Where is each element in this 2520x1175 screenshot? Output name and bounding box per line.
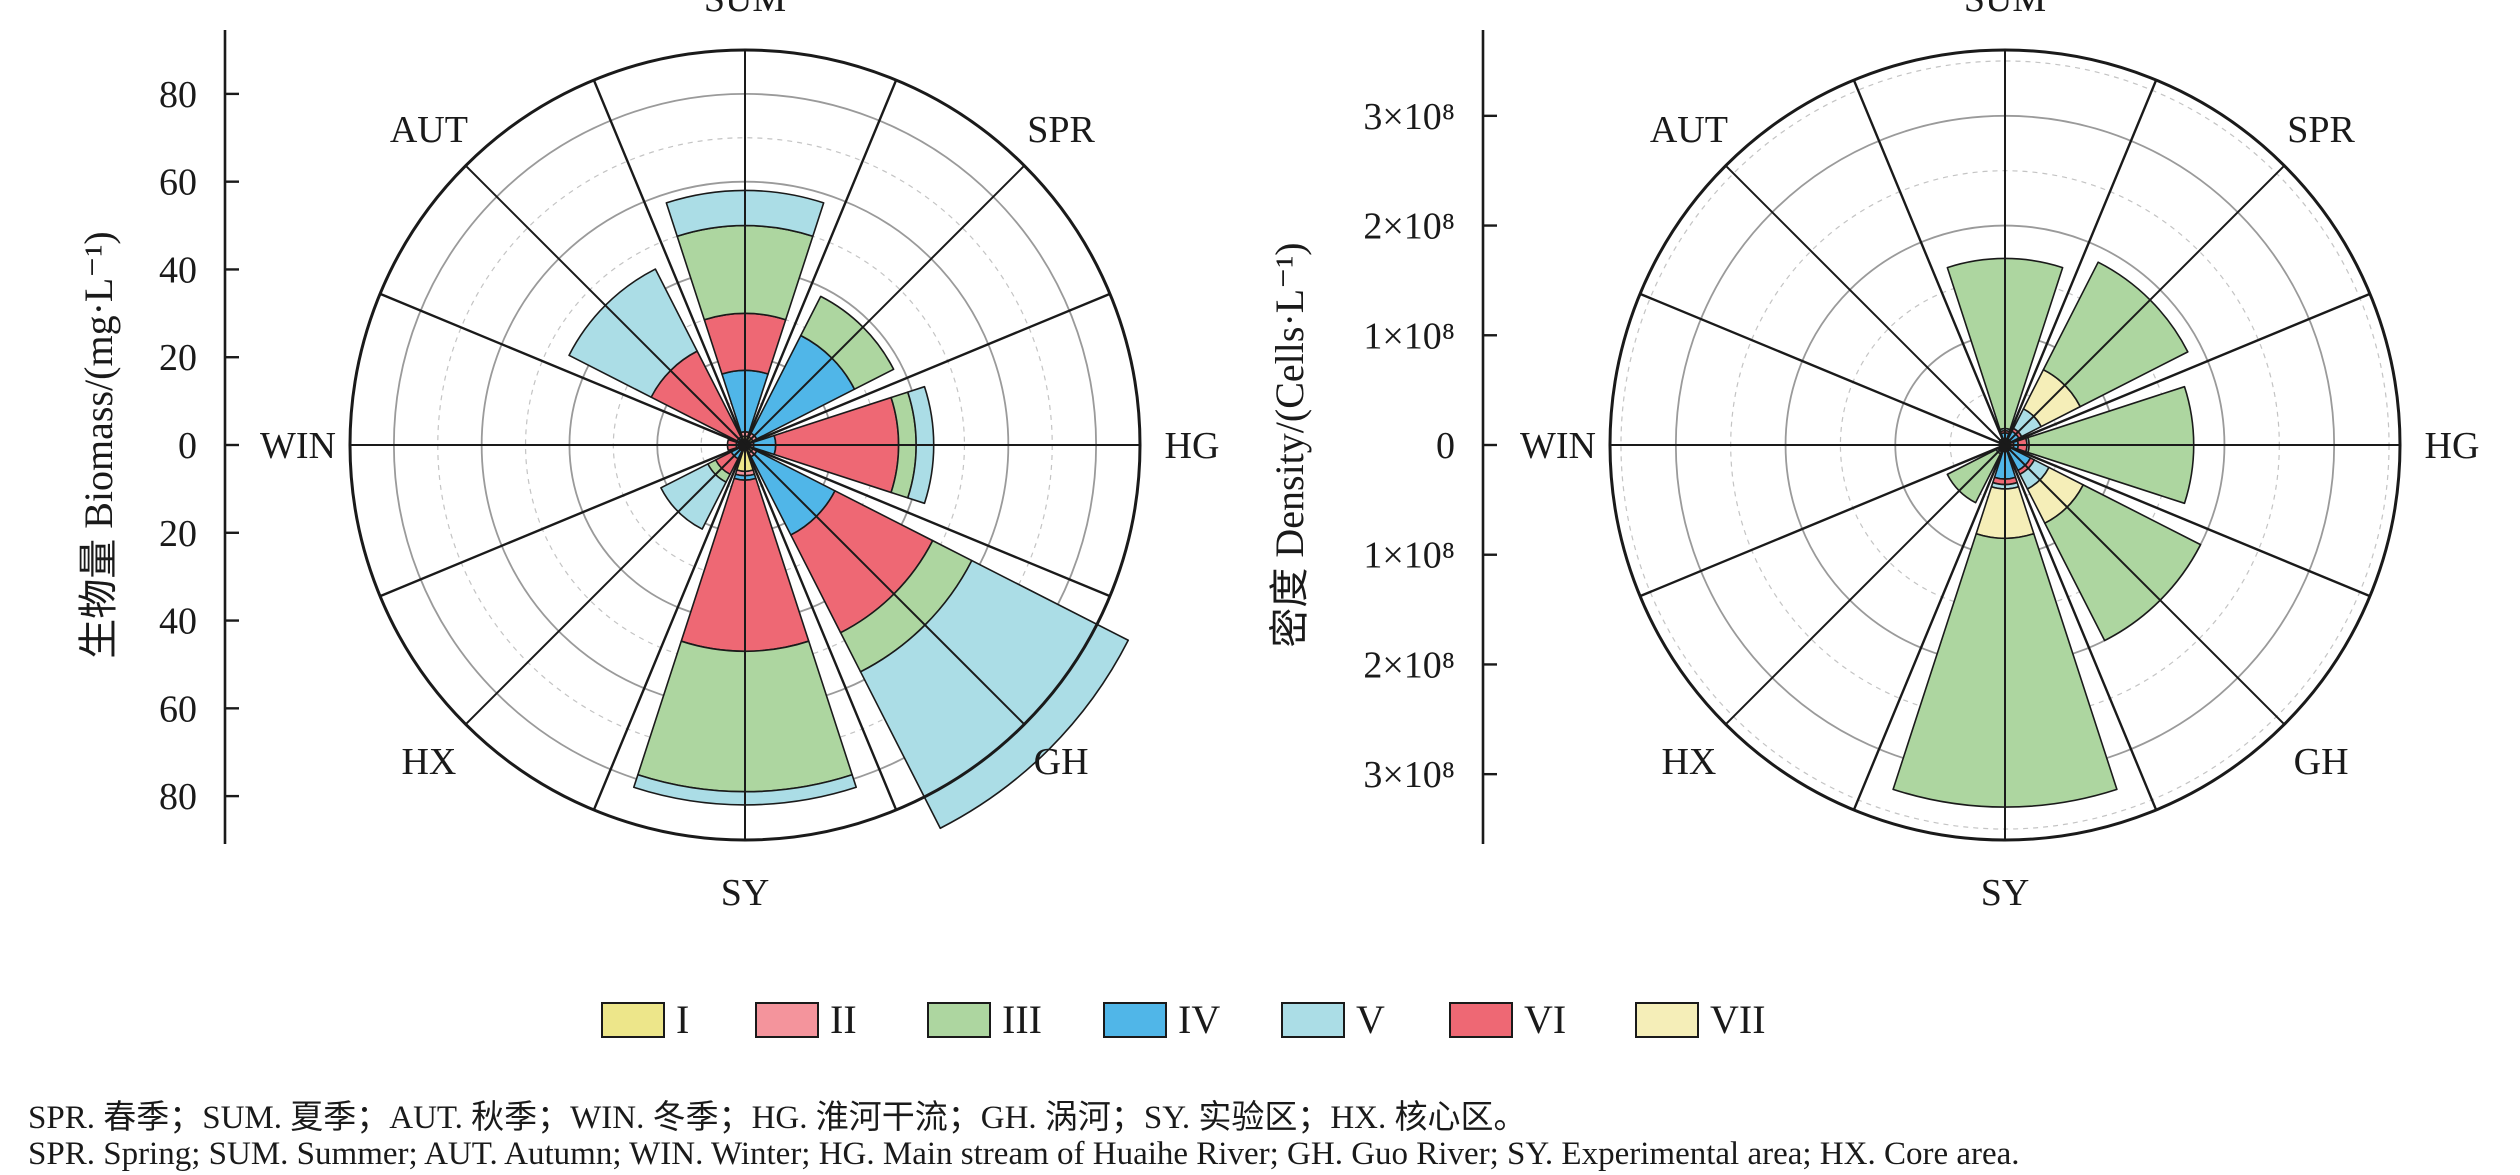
legend-swatch-II [755,1002,819,1038]
y-tick-label: 3×10⁸ [1363,754,1455,796]
sector-label-HX: HX [401,741,456,783]
sector-label-SUM: SUM [704,0,786,20]
sector-divider [379,292,746,447]
sector-divider [1852,79,2007,446]
sector-divider [379,443,746,598]
spoke-GH [2004,444,2286,726]
y-tick-label: 2×10⁸ [1363,644,1455,686]
sector-label-GH: GH [2294,741,2349,783]
y-tick-label: 60 [159,162,197,204]
spoke-HX [1724,444,2006,726]
outer-circle [1608,48,2402,842]
y-tick-label: 20 [159,337,197,379]
legend-swatch-III [927,1002,991,1038]
sector-label-SY: SY [721,872,770,914]
legend-label-IV: IV [1178,997,1220,1042]
y-tick-label: 0 [1436,425,1455,467]
spoke-SPR [2004,164,2286,446]
sector-label-HG: HG [2425,425,2480,467]
legend-swatch-VI [1449,1002,1513,1038]
sector-label-AUT: AUT [390,109,468,151]
legend-swatch-IV [1103,1002,1167,1038]
density-polar-chart: SUM SPR HG GH SY HX WIN AUT 3×10⁸ 2×10⁸ 1×10⁸ 0 1×10… [1267,0,2479,914]
bar-SY-V [632,773,858,806]
legend-label-I: I [676,997,689,1042]
y-tick-label: 80 [159,74,197,116]
sector-label-WIN: WIN [1520,425,1596,467]
y-axis-title: 生物量 Biomass/(mg·L⁻¹) [76,231,121,659]
sector-label-WIN: WIN [260,425,336,467]
sector-divider [592,444,747,811]
outer-circle [348,48,1142,842]
biomass-polar-chart: SUM SPR HG GH SY HX WIN AUT 80 60 40 20 0 20 40 60 80 生物量… [76,0,1219,914]
legend-swatch-V [1281,1002,1345,1038]
sector-divider [2004,292,2371,447]
sector-label-HX: HX [1661,741,1716,783]
legend-label-III: III [1002,997,1042,1042]
sector-divider [744,292,1111,447]
sector-divider [1639,443,2006,598]
sector-divider [2004,443,2371,598]
spoke-HX [464,444,746,726]
sector-divider [1852,444,2007,811]
legend-label-VI: VI [1524,997,1566,1042]
spoke-AUT [464,164,746,446]
y-tick-label: 3×10⁸ [1363,96,1455,138]
sector-divider [592,79,747,446]
sector-label-GH: GH [1034,741,1089,783]
spoke-AUT [1724,164,2006,446]
sector-label-SUM: SUM [1964,0,2046,20]
legend-swatch-VII [1635,1002,1699,1038]
spoke-GH [744,444,1026,726]
sector-label-HG: HG [1165,425,1220,467]
y-tick-label: 2×10⁸ [1363,206,1455,248]
legend-label-II: II [830,997,857,1042]
legend-swatch-I [601,1002,665,1038]
y-tick-label: 40 [159,249,197,291]
sector-divider [744,443,1111,598]
sector-label-AUT: AUT [1650,109,1728,151]
y-tick-label: 40 [159,601,197,643]
legend: I II III IV V VI VII [601,997,1766,1042]
y-tick-label: 0 [178,425,197,467]
sector-divider [743,79,898,446]
legend-label-VII: VII [1710,997,1766,1042]
sector-label-SY: SY [1981,872,2030,914]
y-tick-label: 80 [159,776,197,818]
sector-label-SPR: SPR [2287,109,2355,151]
y-tick-label: 60 [159,688,197,730]
spoke-SPR [744,164,1026,446]
sector-label-SPR: SPR [1027,109,1095,151]
sector-divider [743,444,898,811]
legend-label-V: V [1356,997,1385,1042]
caption-chinese: SPR. 春季；SUM. 夏季；AUT. 秋季；WIN. 冬季；HG. 淮河干流… [28,1100,1527,1136]
y-tick-label: 1×10⁸ [1363,535,1455,577]
sector-divider [2003,79,2158,446]
y-tick-label: 20 [159,513,197,555]
caption-english: SPR. Spring; SUM. Summer; AUT. Autumn; W… [28,1136,2020,1172]
sector-divider [2003,444,2158,811]
sector-divider [1639,292,2006,447]
y-axis-title: 密度 Density/(Cells·L⁻¹) [1267,242,1312,647]
y-tick-label: 1×10⁸ [1363,315,1455,357]
